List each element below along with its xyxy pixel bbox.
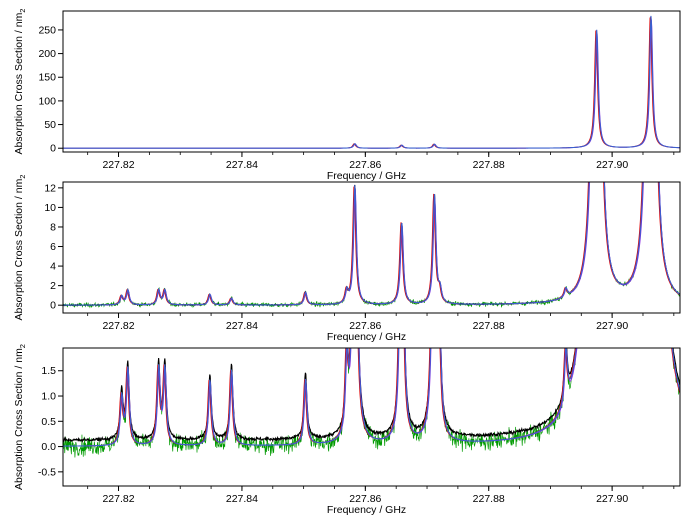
x-tick-label: 227.84 <box>226 320 258 332</box>
x-tick-label: 227.82 <box>102 159 134 171</box>
plot-area <box>63 182 680 309</box>
x-axis-label: Frequency / GHz <box>327 170 406 182</box>
y-axis-label-subscript: 2 <box>18 175 27 179</box>
y-tick-label: 10 <box>44 202 56 214</box>
y-tick-label: 0 <box>50 300 56 312</box>
plot-area <box>63 15 680 149</box>
y-tick-label: -0.5 <box>38 466 56 478</box>
panel-bottom: 227.82 227.84 227.86 227.88 227.90 Frequency … <box>13 344 681 516</box>
plot-frame <box>62 10 681 153</box>
x-axis-label: Frequency / GHz <box>327 504 406 516</box>
y-tick-label: 150 <box>38 72 56 84</box>
x-tick-label: 227.82 <box>102 320 134 332</box>
y-tick-label: 2 <box>50 280 56 292</box>
plot-frame <box>62 347 681 487</box>
y-tick-label: 0 <box>50 143 56 155</box>
y-tick-label: 1.5 <box>41 365 56 377</box>
x-tick-label: 227.90 <box>596 159 628 171</box>
x-tick-label: 227.84 <box>226 159 258 171</box>
series-blue-model <box>63 182 680 306</box>
y-axis-label-text: Absorption Cross Section / nm <box>13 178 25 320</box>
x-tick-label: 227.84 <box>226 493 258 505</box>
x-tick-label: 227.88 <box>473 493 505 505</box>
y-tick-label: 100 <box>38 95 56 107</box>
x-tick-label: 227.88 <box>473 320 505 332</box>
y-tick-label: 1.0 <box>41 391 56 403</box>
y-axis-label-text: Absorption Cross Section / nm <box>13 12 25 154</box>
y-tick-label: 250 <box>38 24 56 36</box>
plot-area <box>63 348 680 458</box>
plot-frame <box>62 181 681 314</box>
panel-top: 227.82 227.84 227.86 227.88 227.90 Frequency … <box>13 9 681 182</box>
series-red <box>63 16 680 149</box>
y-tick-label: 50 <box>44 119 56 131</box>
y-axis-label: Absorption Cross Section / nm2 <box>13 344 27 490</box>
y-axis-label-subscript: 2 <box>18 9 27 13</box>
y-axis-label: Absorption Cross Section / nm2 <box>13 175 27 321</box>
x-tick-label: 227.88 <box>473 159 505 171</box>
y-tick-label: 8 <box>50 221 56 233</box>
y-tick-label: 0.5 <box>41 416 56 428</box>
series-purple <box>63 19 680 149</box>
y-tick-label: 0.0 <box>41 441 56 453</box>
x-tick-label: 227.90 <box>596 493 628 505</box>
x-tick-label: 227.90 <box>596 320 628 332</box>
x-tick-label: 227.86 <box>349 493 381 505</box>
y-axis-label: Absorption Cross Section / nm2 <box>13 9 27 155</box>
x-tick-label: 227.86 <box>349 159 381 171</box>
x-axis-label: Frequency / GHz <box>327 331 406 343</box>
series-blue-model <box>63 15 680 149</box>
x-tick-label: 227.82 <box>102 493 134 505</box>
y-tick-label: 12 <box>44 182 56 194</box>
x-tick-label: 227.86 <box>349 320 381 332</box>
y-axis-label-subscript: 2 <box>18 344 27 348</box>
panel-middle: 227.82 227.84 227.86 227.88 227.90 Frequency … <box>13 175 681 343</box>
y-tick-label: 200 <box>38 48 56 60</box>
y-axis-label-text: Absorption Cross Section / nm <box>13 348 25 490</box>
series-blue-model <box>63 348 680 447</box>
y-tick-label: 4 <box>50 261 56 273</box>
y-tick-label: 6 <box>50 241 56 253</box>
